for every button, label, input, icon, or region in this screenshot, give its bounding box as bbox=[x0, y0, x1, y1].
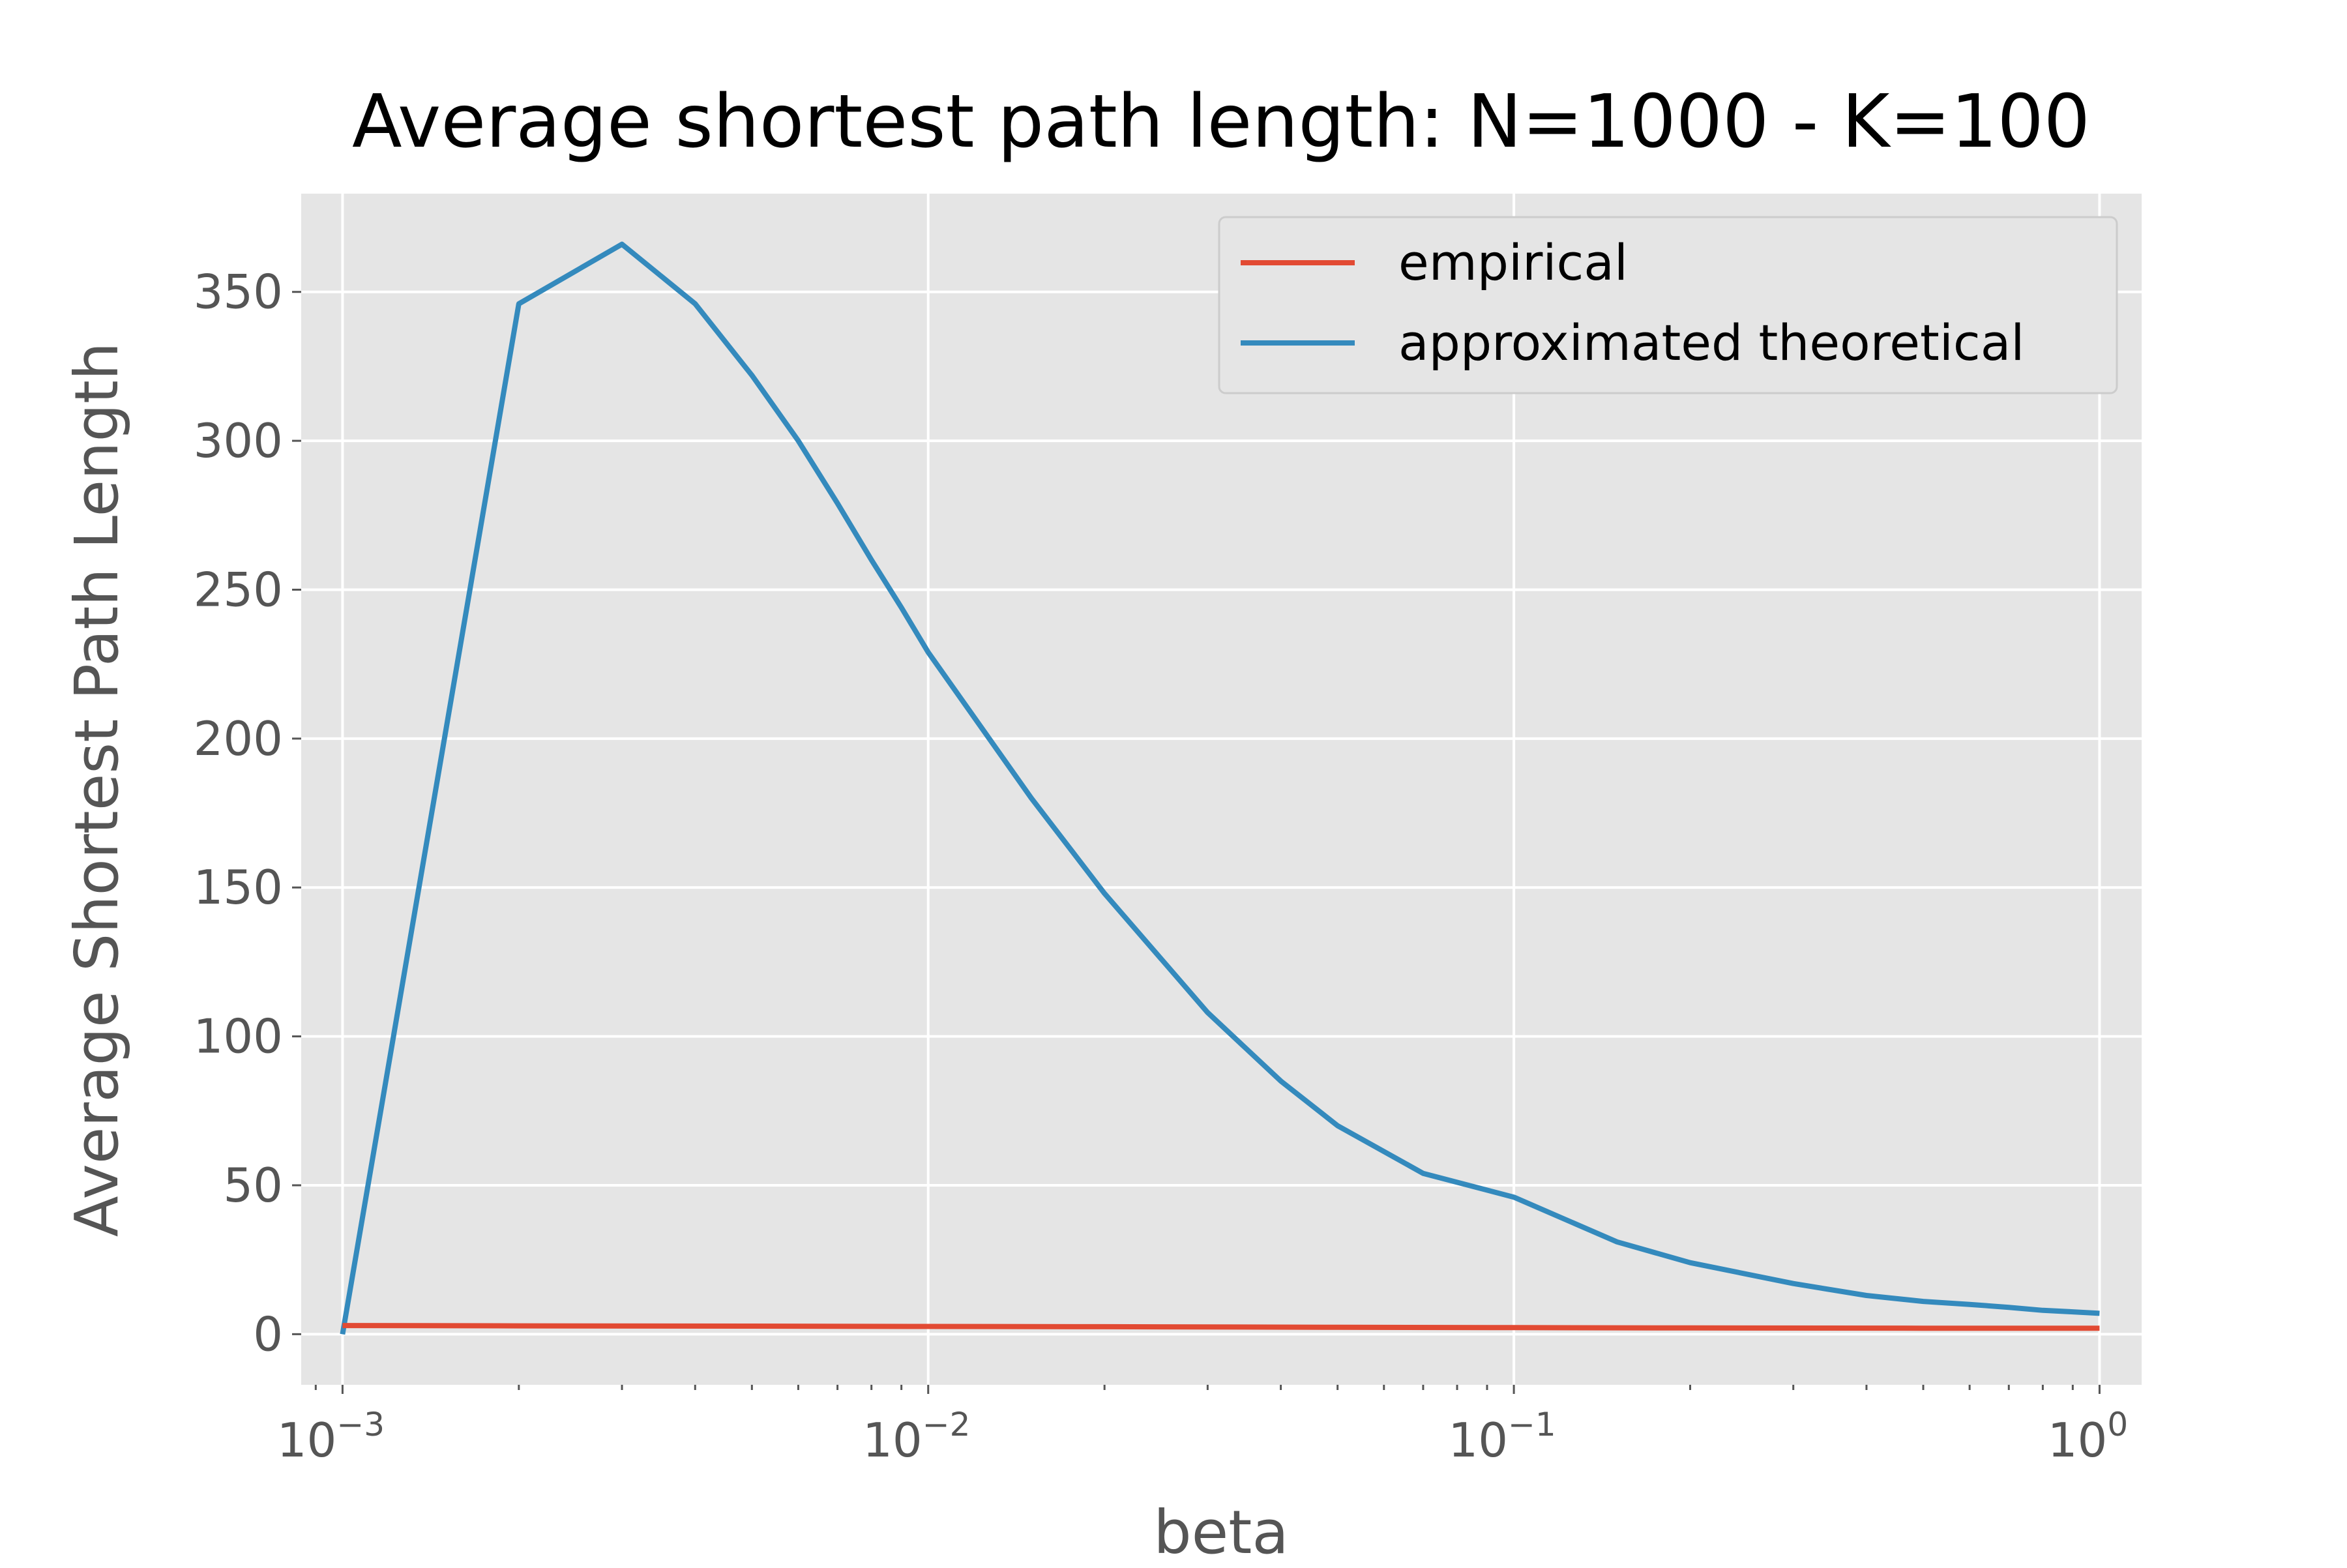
x-tick-label: 10−1 bbox=[1448, 1406, 1556, 1468]
y-tick-label: 200 bbox=[194, 711, 283, 766]
y-tick-label: 300 bbox=[194, 413, 283, 468]
series-line-empirical bbox=[342, 1323, 2100, 1331]
legend-box bbox=[1218, 216, 2118, 394]
legend: empirical approximated theoretical bbox=[1218, 216, 2118, 394]
x-axis-label: beta bbox=[1153, 1498, 1288, 1565]
legend-label: empirical bbox=[1398, 233, 1628, 291]
y-axis-label: Average Shortest Path Length bbox=[62, 342, 132, 1237]
y-tick-label: 250 bbox=[194, 562, 283, 617]
y-tick-label: 100 bbox=[194, 1009, 283, 1064]
chart-title: Average shortest path length: N=1000 - K… bbox=[352, 80, 2090, 164]
x-tick-label: 100 bbox=[2048, 1406, 2128, 1468]
x-tick-label: 10−2 bbox=[863, 1406, 970, 1468]
y-tick-label: 0 bbox=[253, 1307, 283, 1361]
y-tick-label: 150 bbox=[194, 860, 283, 915]
series-layer bbox=[340, 241, 2100, 1335]
axis-ticks: 0 50 100 150 200 250 300 350 10−3 10−2 10−1 100 bbox=[194, 265, 2129, 1468]
y-tick-label: 350 bbox=[194, 265, 283, 319]
legend-label: approximated theoretical bbox=[1398, 314, 2024, 372]
series-line-approximated-theoretical bbox=[340, 241, 2100, 1335]
x-tick-label: 10−3 bbox=[277, 1406, 385, 1468]
y-tick-label: 50 bbox=[223, 1158, 283, 1213]
